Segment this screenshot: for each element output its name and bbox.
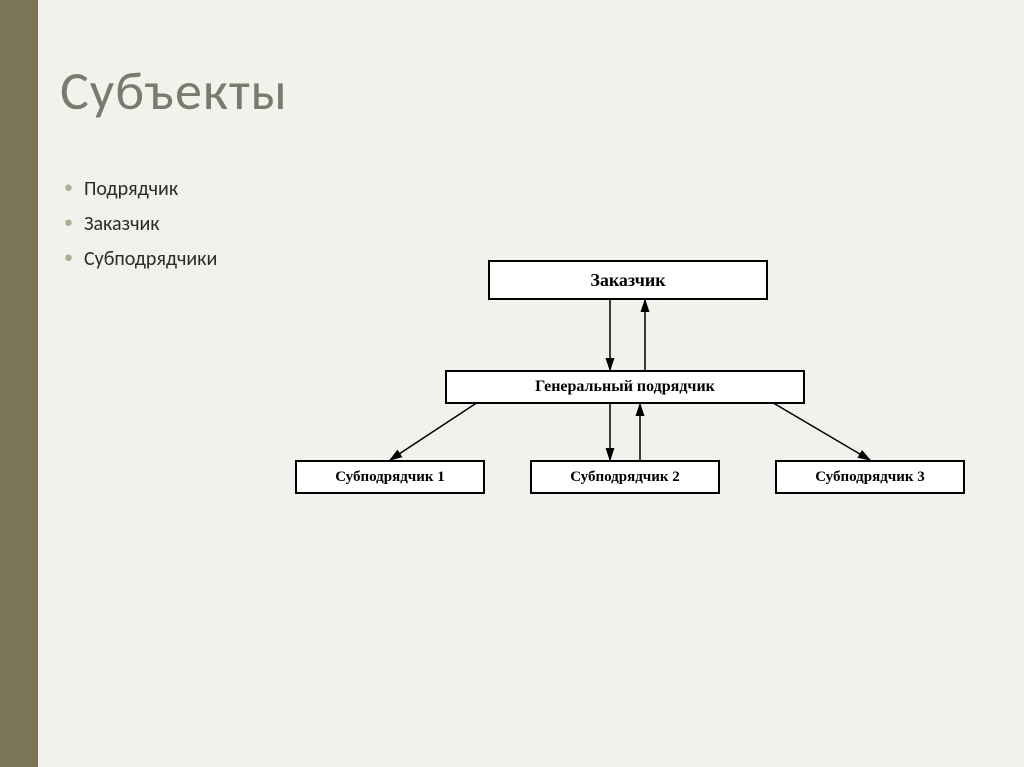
- slide-sidebar: [0, 0, 38, 767]
- bullet-list: Подрядчик Заказчик Субподрядчики: [84, 172, 217, 277]
- node-customer: Заказчик: [488, 260, 768, 300]
- node-sub2: Субподрядчик 2: [530, 460, 720, 494]
- bullet-item: Заказчик: [84, 207, 217, 242]
- edge-general-sub1: [390, 404, 475, 460]
- slide-title: Субъекты: [60, 58, 288, 124]
- node-general: Генеральный подрядчик: [445, 370, 805, 404]
- hierarchy-diagram: Заказчик Генеральный подрядчик Субподрядчи…: [295, 260, 975, 540]
- bullet-item: Подрядчик: [84, 172, 217, 207]
- node-sub3: Субподрядчик 3: [775, 460, 965, 494]
- bullet-item: Субподрядчики: [84, 242, 217, 277]
- node-sub1: Субподрядчик 1: [295, 460, 485, 494]
- edge-general-sub3: [775, 404, 870, 460]
